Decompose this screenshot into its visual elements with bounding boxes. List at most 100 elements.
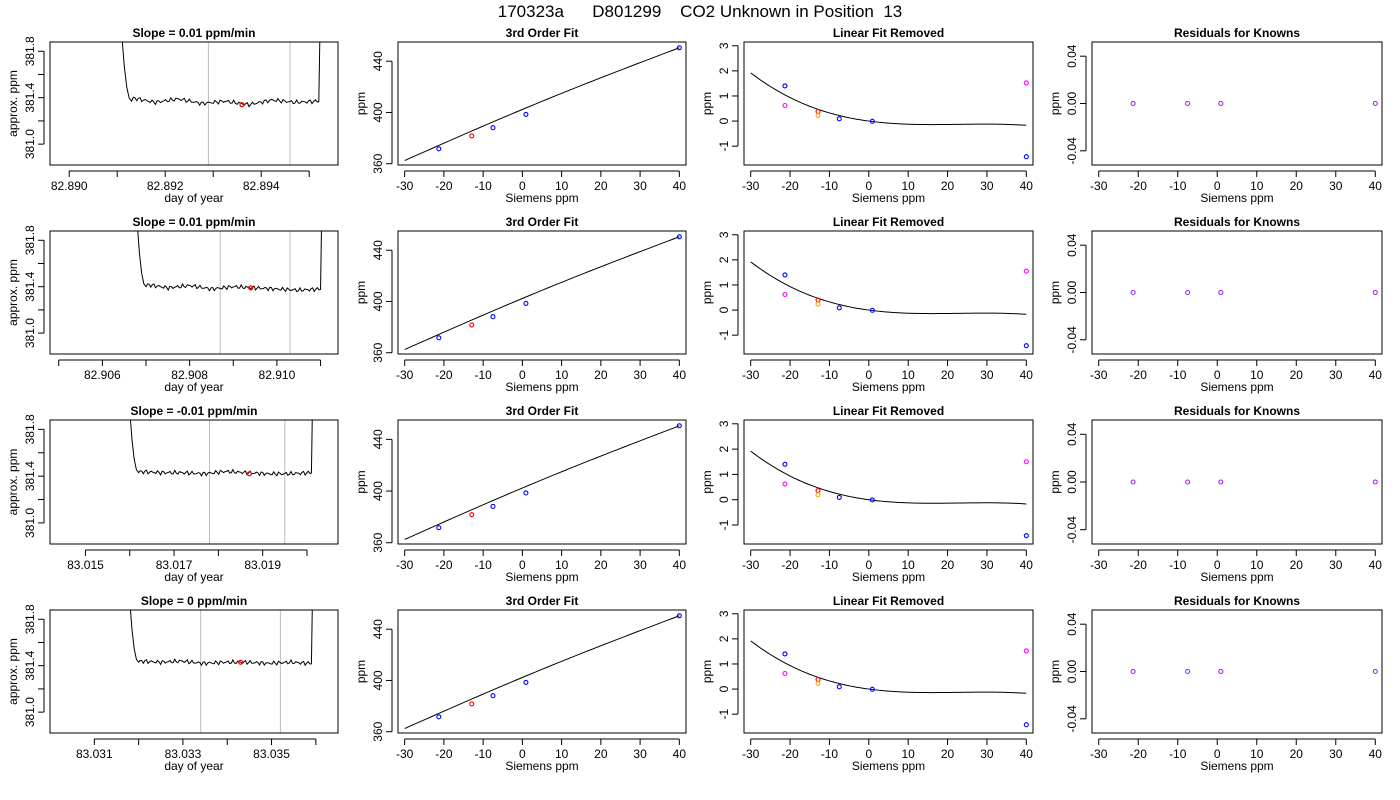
data-point (1372, 479, 1378, 485)
data-point (1023, 343, 1029, 349)
data-point (1130, 479, 1136, 485)
x-tick-label: 20 (1290, 747, 1304, 761)
x-tick-label: -30 (396, 558, 414, 572)
panel-1-3: Linear Fit Removed-30 -20 -10 0 10 20 30 40-101… (700, 26, 1034, 205)
y-tick-label: 0.04 (1065, 44, 1079, 68)
y-tick-label: 381.0 (23, 508, 37, 538)
data-point (869, 118, 875, 124)
plot-area (750, 261, 1029, 349)
x-tick-label: 0 (865, 368, 872, 382)
x-tick-label: -20 (435, 179, 453, 193)
x-tick-label: 10 (1250, 558, 1264, 572)
data-point (815, 676, 821, 683)
plot-area (404, 613, 682, 729)
y-tick-label: 2 (717, 445, 731, 452)
y-tick-label: -1 (717, 709, 731, 720)
x-tick-label: -20 (781, 368, 799, 382)
y-tick-label: 381.0 (23, 129, 37, 159)
data-point (436, 525, 442, 531)
y-tick-label: -1 (717, 330, 731, 341)
x-tick-label: 82.894 (243, 179, 280, 193)
x-axis-label: Siemens ppm (852, 191, 925, 205)
x-tick-label: 0 (1214, 747, 1221, 761)
data-point (1218, 668, 1224, 675)
x-tick-label: 40 (1020, 747, 1034, 761)
x-tick-label: 30 (980, 747, 994, 761)
y-axis-label: ppm (700, 281, 714, 304)
x-tick-label: 10 (1250, 368, 1264, 382)
x-tick-label: 0 (1214, 368, 1221, 382)
panel-title: Slope = 0.01 ppm/min (132, 26, 255, 40)
fit-curve (404, 236, 680, 350)
y-tick-label: 400 (371, 102, 385, 122)
x-tick-label: 10 (1250, 747, 1264, 761)
x-tick-label: -30 (742, 558, 760, 572)
data-point (523, 111, 529, 117)
y-tick-label: 400 (371, 670, 385, 690)
plot-frame (743, 419, 1034, 545)
y-tick-label: 381.4 (23, 650, 37, 680)
panel-4-3: Linear Fit Removed-30 -20 -10 0 10 20 30 40-101… (700, 594, 1034, 773)
data-point (1185, 289, 1191, 296)
x-tick-label: 40 (1369, 179, 1383, 193)
panel-title: Slope = -0.01 ppm/min (130, 404, 257, 418)
y-axis-label: ppm (1048, 92, 1062, 115)
data-point (676, 423, 682, 429)
data-point (782, 102, 788, 109)
x-tick-label: 0 (519, 368, 526, 382)
concentration-trace (137, 231, 322, 293)
panel-4-4: Residuals for Knowns -30 -20 -10 0 10 20 30 40 -0… (1048, 594, 1383, 773)
plot-frame (1091, 419, 1383, 545)
y-tick-label: -0.04 (1065, 326, 1079, 354)
x-tick-label: -20 (435, 747, 453, 761)
data-point (782, 481, 788, 487)
plot-frame (49, 609, 339, 734)
x-tick-label: -30 (742, 368, 760, 382)
x-axis-label: Siemens ppm (505, 380, 578, 394)
x-tick-label: 20 (594, 179, 608, 193)
x-axis-label: Siemens ppm (1200, 191, 1273, 205)
panel-1-4: Residuals for Knowns -30 -20 -10 0 10 20 30 40 -0… (1048, 26, 1383, 205)
plot-area (1130, 479, 1378, 485)
x-tick-label: 82.890 (51, 179, 88, 193)
data-point (836, 684, 842, 690)
data-point (490, 314, 496, 320)
x-tick-label: 30 (633, 179, 647, 193)
panel-title: Linear Fit Removed (833, 215, 944, 229)
x-tick-label: 83.017 (156, 558, 193, 572)
x-tick-label: 30 (980, 368, 994, 382)
x-tick-label: 0 (519, 558, 526, 572)
data-point (1130, 289, 1136, 296)
plot-frame (397, 609, 687, 734)
plot-area (1130, 668, 1378, 675)
plot-area (129, 610, 313, 733)
x-tick-label: 10 (902, 179, 916, 193)
x-axis-label: Siemens ppm (1200, 759, 1273, 773)
y-tick-label: 440 (371, 51, 385, 71)
data-point (436, 335, 442, 341)
x-tick-label: 10 (555, 558, 569, 572)
y-tick-label: 1 (717, 92, 731, 99)
x-axis-label: Siemens ppm (1200, 570, 1273, 584)
panel-2-4: Residuals for Knowns -30 -20 -10 0 10 20 30 40 -0… (1048, 215, 1383, 394)
x-tick-label: 10 (1250, 179, 1264, 193)
x-tick-label: -10 (1169, 179, 1187, 193)
panel-1-1: Slope = 0.01 ppm/min 82.890 82.892 82.894 38… (6, 26, 339, 205)
data-point (1218, 289, 1224, 296)
y-tick-label: 360 (371, 153, 385, 173)
x-tick-label: -30 (1090, 179, 1108, 193)
y-tick-label: -0.04 (1065, 705, 1079, 733)
data-point (676, 45, 682, 51)
data-point (1130, 668, 1136, 675)
y-tick-label: 1 (717, 660, 731, 667)
x-tick-label: -20 (781, 179, 799, 193)
x-tick-label: -30 (742, 179, 760, 193)
data-point (782, 83, 788, 89)
x-tick-label: 0 (1214, 179, 1221, 193)
plot-frame (397, 230, 687, 355)
sample-mean-marker (237, 659, 244, 665)
x-tick-label: 10 (902, 558, 916, 572)
plot-frame (1091, 41, 1383, 166)
y-tick-label: 3 (717, 231, 731, 238)
figure-title: 170323a D801299 CO2 Unknown in Position … (497, 2, 903, 21)
